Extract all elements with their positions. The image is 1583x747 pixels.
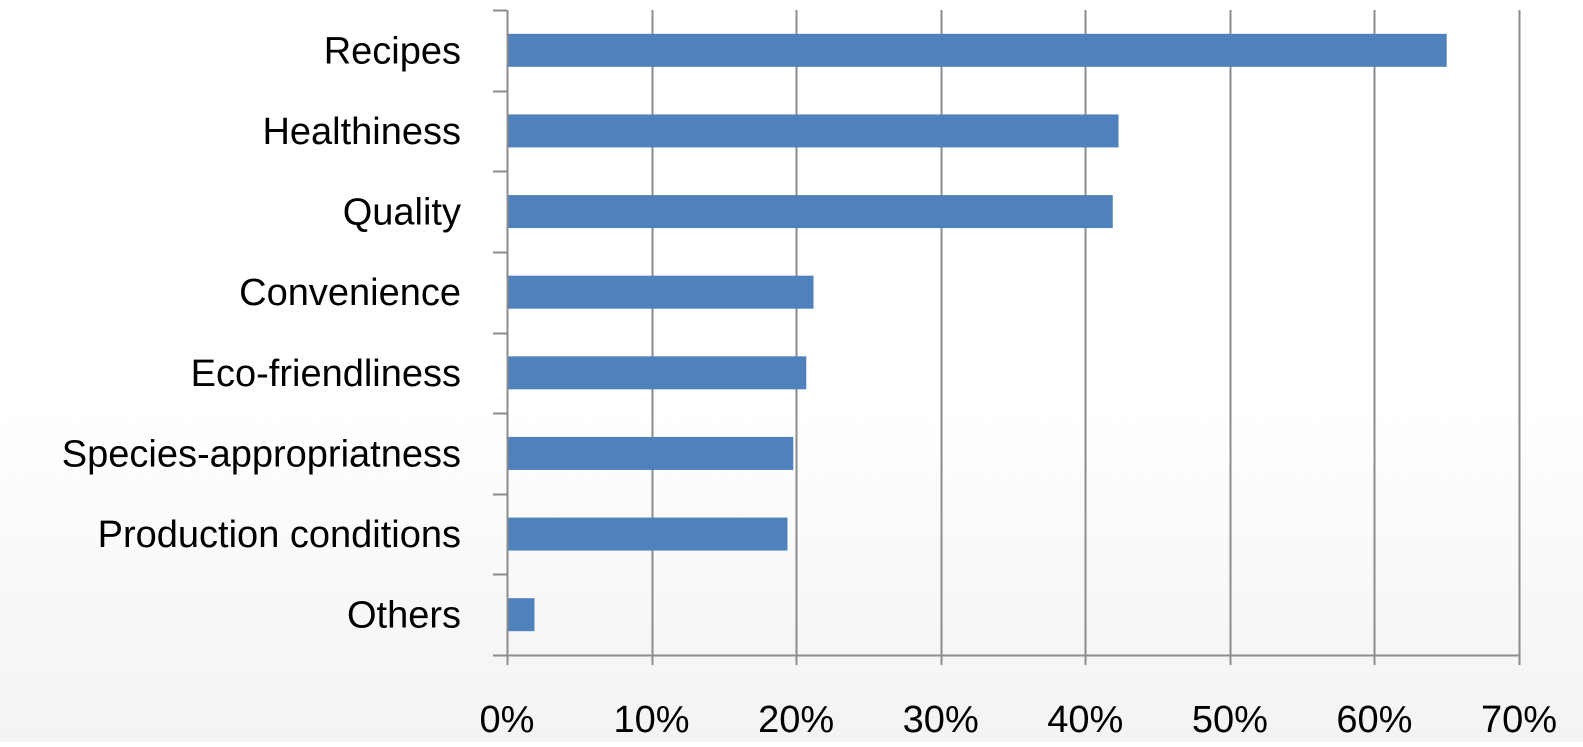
category-label: Convenience [239, 272, 461, 314]
category-label: Others [347, 595, 461, 637]
bar-quality [507, 195, 1113, 229]
gridlines [651, 10, 1521, 655]
bar-recipes [507, 33, 1447, 67]
x-tick-label: 20% [758, 699, 834, 741]
category-label: Recipes [324, 30, 461, 72]
category-label: Production conditions [98, 514, 461, 556]
bar-species-appropriatness [507, 436, 794, 470]
axes [493, 9, 1521, 665]
bar-eco-friendliness [507, 356, 807, 390]
x-tick-labels: 0% 10% 20% 30% 40% 50% 60% 70% [480, 699, 1557, 741]
category-label: Species-appropriatness [62, 433, 461, 475]
x-tick-label: 30% [903, 699, 979, 741]
bars [507, 33, 1447, 632]
category-label: Eco-friendliness [191, 353, 461, 395]
bar-production-conditions [507, 517, 788, 551]
x-tick-label: 10% [614, 699, 690, 741]
bar-others [507, 598, 535, 632]
x-tick-label: 60% [1336, 699, 1412, 741]
category-labels: Recipes Healthiness Quality Convenience Eco-… [62, 30, 461, 636]
x-tick-label: 40% [1047, 699, 1123, 741]
category-label: Healthiness [262, 111, 461, 153]
bar-healthiness [507, 114, 1119, 148]
bar-convenience [507, 275, 814, 309]
x-tick-label: 50% [1192, 699, 1268, 741]
x-tick-label: 0% [480, 699, 535, 741]
category-label: Quality [343, 192, 461, 234]
x-tick-label: 70% [1481, 699, 1557, 741]
